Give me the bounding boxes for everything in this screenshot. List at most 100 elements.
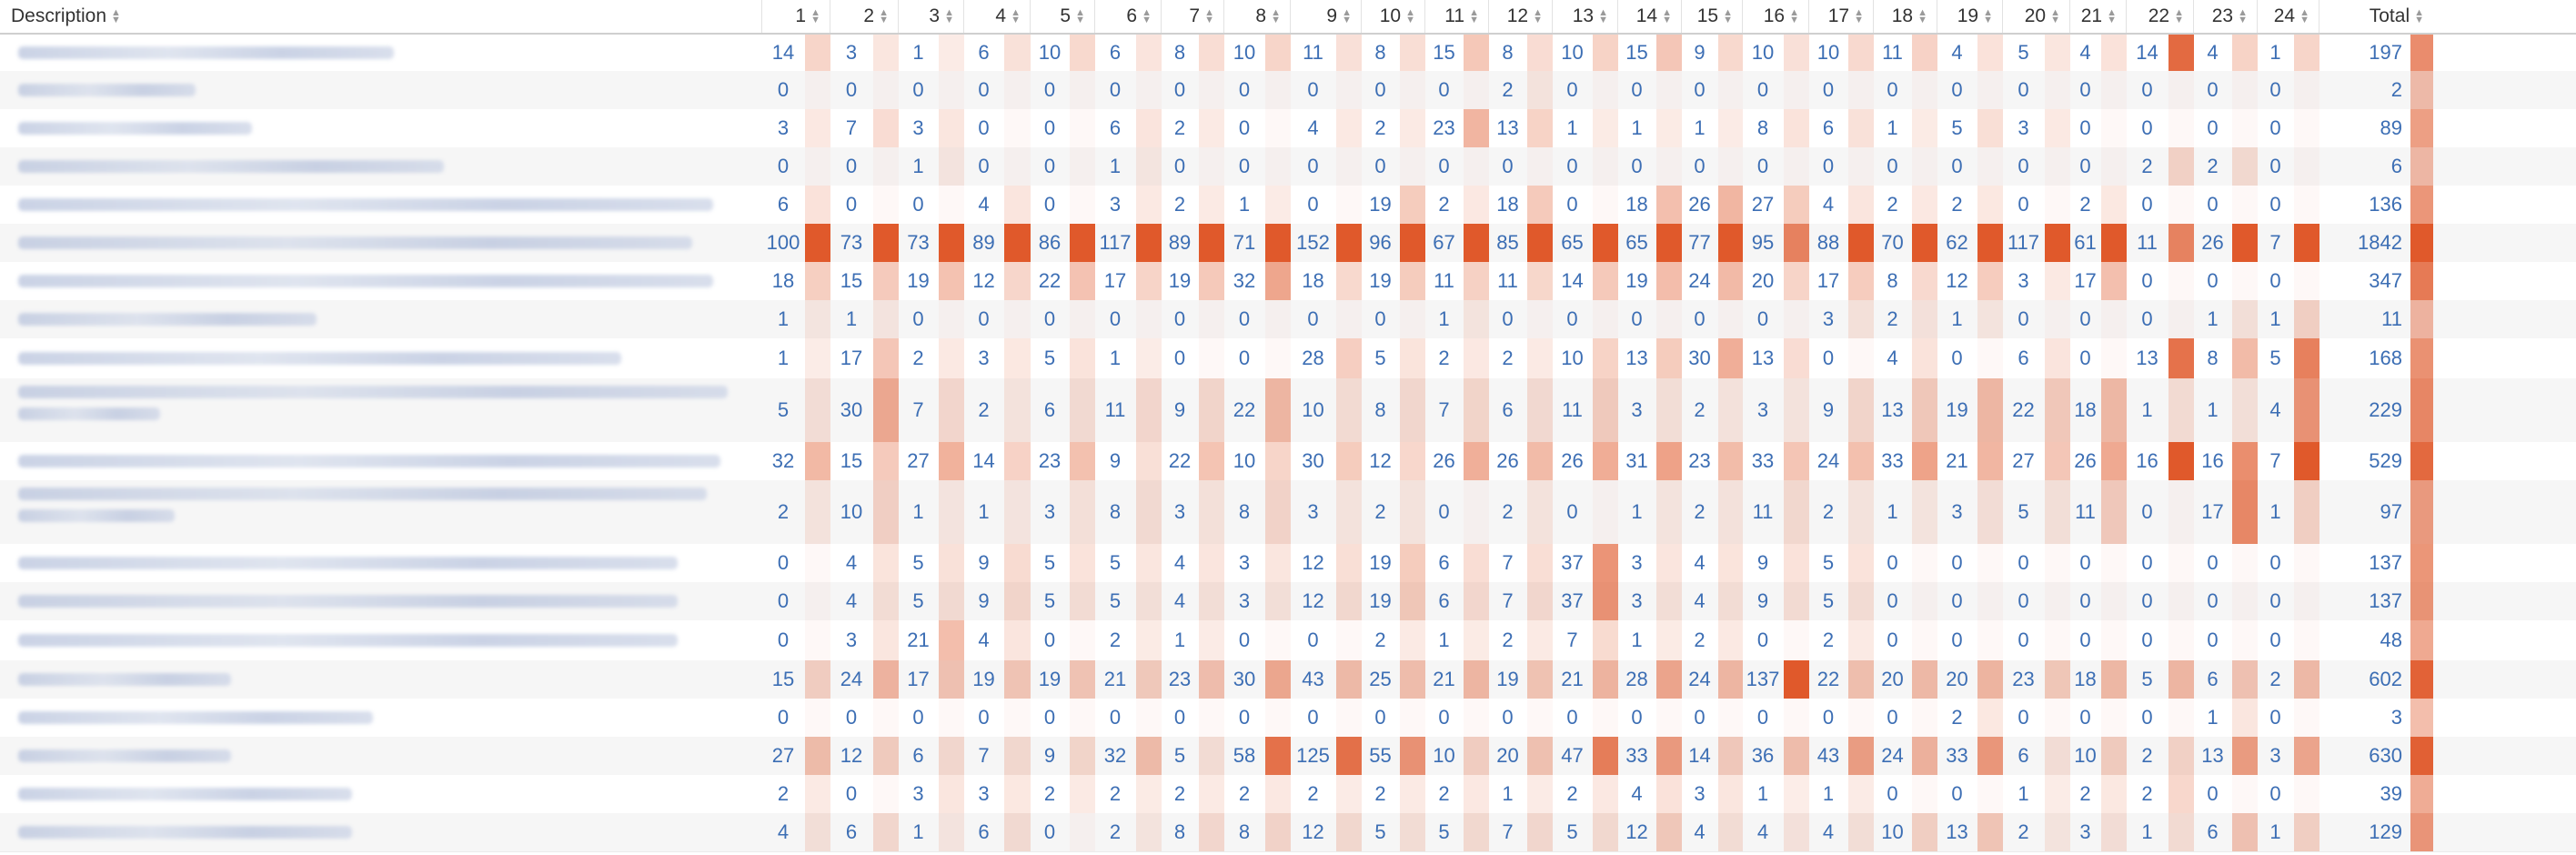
row-description[interactable]	[0, 660, 762, 699]
count-cell[interactable]: 0	[2269, 78, 2281, 101]
count-cell[interactable]: 0	[1173, 155, 1186, 177]
count-cell[interactable]: 19	[1038, 668, 1062, 690]
column-header-hour-11[interactable]: 11 ▲ ▼	[1425, 0, 1489, 33]
count-cell[interactable]: 0	[1173, 307, 1186, 330]
count-cell[interactable]: 17	[1816, 269, 1840, 292]
count-cell[interactable]: 0	[1238, 347, 1251, 369]
count-cell[interactable]: 62	[1946, 231, 1968, 254]
count-cell[interactable]: 16	[2201, 449, 2224, 472]
count-cell[interactable]: 7	[1502, 551, 1514, 574]
count-cell[interactable]: 3	[1238, 589, 1251, 612]
count-cell[interactable]: 1	[2141, 820, 2153, 843]
count-cell[interactable]: 21	[907, 629, 930, 651]
count-cell[interactable]: 9	[1756, 589, 1769, 612]
count-cell[interactable]: 0	[845, 193, 858, 216]
count-cell[interactable]: 0	[912, 307, 924, 330]
count-cell[interactable]: 0	[2207, 629, 2219, 651]
count-cell[interactable]: 1	[2018, 782, 2029, 805]
count-cell[interactable]: 4	[1887, 347, 1898, 369]
count-cell[interactable]: 0	[1043, 820, 1056, 843]
count-cell[interactable]: 3	[1307, 500, 1319, 523]
count-cell[interactable]: 2	[1822, 629, 1835, 651]
count-cell[interactable]: 5	[1109, 551, 1122, 574]
count-cell[interactable]: 12	[1302, 820, 1324, 843]
count-cell[interactable]: 0	[2269, 116, 2281, 139]
count-cell[interactable]: 19	[1369, 551, 1392, 574]
count-cell[interactable]: 0	[777, 706, 790, 729]
count-cell[interactable]: 1	[1631, 116, 1643, 139]
count-cell[interactable]: 0	[1822, 155, 1835, 177]
count-cell[interactable]: 0	[912, 706, 924, 729]
count-cell[interactable]: 19	[972, 668, 995, 690]
count-cell[interactable]: 5	[1438, 820, 1450, 843]
count-cell[interactable]: 21	[1561, 668, 1584, 690]
count-cell[interactable]: 3	[2079, 820, 2091, 843]
count-cell[interactable]: 0	[1631, 155, 1643, 177]
count-cell[interactable]: 0	[1694, 706, 1706, 729]
count-cell[interactable]: 0	[2018, 706, 2029, 729]
total-cell[interactable]: 11	[2381, 307, 2402, 330]
count-cell[interactable]: 0	[1307, 155, 1319, 177]
count-cell[interactable]: 10	[1816, 41, 1840, 64]
count-cell[interactable]: 2	[1374, 782, 1386, 805]
row-description[interactable]	[0, 71, 762, 109]
count-cell[interactable]: 0	[1822, 78, 1835, 101]
count-cell[interactable]: 2	[2079, 782, 2091, 805]
count-cell[interactable]: 0	[1822, 347, 1835, 369]
count-cell[interactable]: 7	[845, 116, 858, 139]
count-cell[interactable]: 0	[1173, 78, 1186, 101]
count-cell[interactable]: 6	[1438, 551, 1450, 574]
count-cell[interactable]: 8	[1238, 820, 1251, 843]
total-cell[interactable]: 2	[2390, 78, 2402, 101]
count-cell[interactable]: 2	[1502, 347, 1514, 369]
count-cell[interactable]: 0	[2207, 782, 2219, 805]
table-row[interactable]: 0 4 5 9 5 5 4 3 12 19 6 7 37 3 4 9 5 0 0 0 0 0 0 0 137	[0, 582, 2576, 621]
count-cell[interactable]: 10	[1433, 744, 1455, 767]
count-cell[interactable]: 4	[1694, 820, 1706, 843]
count-cell[interactable]: 2	[2079, 193, 2091, 216]
row-description[interactable]	[0, 620, 762, 660]
count-cell[interactable]: 0	[1238, 116, 1251, 139]
count-cell[interactable]: 22	[1168, 449, 1192, 472]
count-cell[interactable]: 0	[978, 155, 990, 177]
column-header-hour-9[interactable]: 9 ▲ ▼	[1291, 0, 1362, 33]
count-cell[interactable]: 9	[1043, 744, 1056, 767]
count-cell[interactable]: 2	[1043, 782, 1056, 805]
column-header-hour-10[interactable]: 10 ▲ ▼	[1362, 0, 1425, 33]
column-header-hour-3[interactable]: 3 ▲ ▼	[899, 0, 964, 33]
count-cell[interactable]: 5	[1109, 589, 1122, 612]
count-cell[interactable]: 0	[2018, 155, 2029, 177]
count-cell[interactable]: 22	[2012, 398, 2035, 421]
count-cell[interactable]: 0	[1438, 500, 1450, 523]
count-cell[interactable]: 14	[1688, 744, 1711, 767]
count-cell[interactable]: 7	[2269, 449, 2281, 472]
count-cell[interactable]: 4	[1694, 589, 1706, 612]
count-cell[interactable]: 13	[2136, 347, 2158, 369]
count-cell[interactable]: 0	[777, 551, 790, 574]
count-cell[interactable]: 9	[1694, 41, 1706, 64]
count-cell[interactable]: 71	[1233, 231, 1256, 254]
count-cell[interactable]: 7	[1502, 589, 1514, 612]
count-cell[interactable]: 18	[2074, 668, 2097, 690]
count-cell[interactable]: 0	[2079, 307, 2091, 330]
count-cell[interactable]: 30	[1688, 347, 1711, 369]
count-cell[interactable]: 8	[1887, 269, 1898, 292]
count-cell[interactable]: 1	[912, 155, 924, 177]
count-cell[interactable]: 2	[777, 782, 790, 805]
count-cell[interactable]: 15	[840, 449, 863, 472]
count-cell[interactable]: 27	[907, 449, 930, 472]
count-cell[interactable]: 10	[1038, 41, 1062, 64]
row-description[interactable]	[0, 147, 762, 186]
row-description[interactable]	[0, 262, 762, 300]
count-cell[interactable]: 3	[1756, 398, 1769, 421]
count-cell[interactable]: 117	[1099, 231, 1132, 254]
count-cell[interactable]: 3	[845, 41, 858, 64]
column-header-hour-22[interactable]: 22 ▲ ▼	[2127, 0, 2194, 33]
count-cell[interactable]: 24	[1816, 449, 1840, 472]
count-cell[interactable]: 9	[1173, 398, 1186, 421]
count-cell[interactable]: 58	[1233, 744, 1256, 767]
count-cell[interactable]: 17	[2074, 269, 2097, 292]
count-cell[interactable]: 0	[2141, 269, 2153, 292]
count-cell[interactable]: 96	[1369, 231, 1392, 254]
count-cell[interactable]: 0	[1566, 706, 1578, 729]
